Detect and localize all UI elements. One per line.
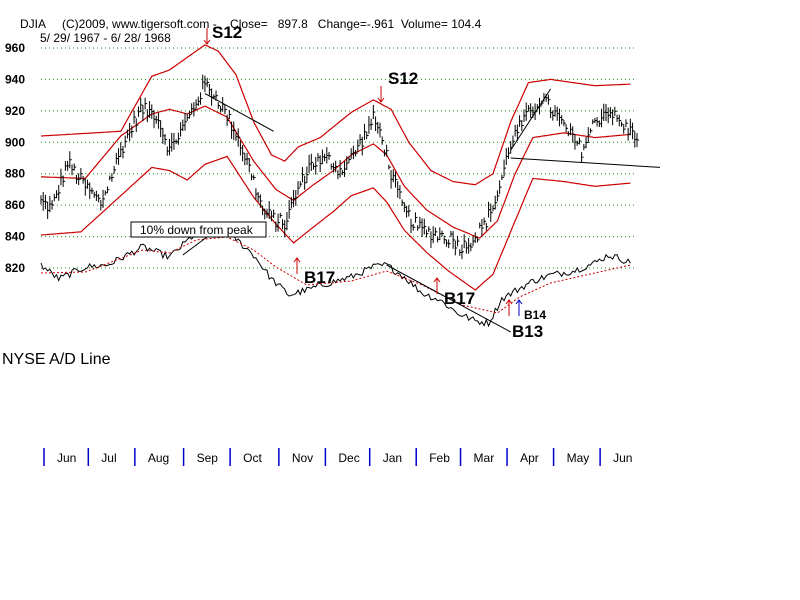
month-label-feb: Feb xyxy=(429,451,450,465)
y-tick-label-960: 960 xyxy=(5,41,25,55)
signal-arrow-head xyxy=(203,39,211,45)
ad-trend-line-down xyxy=(386,264,511,333)
chart-header-line1: DJIA (C)2009, www.tigersoft.com - Close=… xyxy=(20,17,482,31)
ad-line-label: NYSE A/D Line xyxy=(2,351,111,368)
signal-label-b14: B14 xyxy=(524,308,546,322)
price-grid xyxy=(41,47,637,269)
signal-arrow-head xyxy=(505,299,513,305)
price-bars xyxy=(40,74,639,260)
month-label-apr: Apr xyxy=(520,451,539,465)
ad-line-label-group: NYSE A/D Line xyxy=(2,351,111,368)
trend-line-support xyxy=(510,157,661,168)
month-label-jan: Jan xyxy=(383,451,402,465)
month-label-mar: Mar xyxy=(474,451,495,465)
y-tick-label-940: 940 xyxy=(5,72,25,86)
month-axis: Jun Jul Aug Sep Oct Nov Dec Jan Feb Mar Apr May Jun xyxy=(43,448,632,466)
signal-label-b13: B13 xyxy=(512,322,543,341)
month-label-dec: Dec xyxy=(338,451,359,465)
month-label-jun: Jun xyxy=(57,451,76,465)
month-label-nov: Nov xyxy=(292,451,313,465)
y-tick-label-920: 920 xyxy=(5,104,25,118)
month-label-sep: Sep xyxy=(197,451,219,465)
signal-label-b17: B17 xyxy=(304,268,335,287)
band-line-3 xyxy=(40,155,631,291)
y-tick-label-860: 860 xyxy=(5,198,25,212)
signal-label-s12: S12 xyxy=(388,69,418,88)
ad-moving-average xyxy=(40,236,631,314)
y-tick-label-840: 840 xyxy=(5,230,25,244)
signal-label-b17: B17 xyxy=(444,289,475,308)
price-y-ticks: 820 840 860 880 900 920 940 960 xyxy=(5,41,25,275)
month-label-may: May xyxy=(567,451,590,465)
signal-arrow-head xyxy=(293,257,301,263)
annotation-box-frame xyxy=(130,221,267,238)
month-label-jun: Jun xyxy=(613,451,632,465)
month-label-jul: Jul xyxy=(101,451,116,465)
annotation-box: 10% down from peak xyxy=(130,221,267,238)
trend-line-sep xyxy=(204,93,274,132)
month-label-aug: Aug xyxy=(148,451,169,465)
signal-arrow-head xyxy=(377,97,385,103)
signal-arrow-head xyxy=(433,277,441,283)
signal-label-s12: S12 xyxy=(212,23,242,42)
band-line-1 xyxy=(40,44,631,186)
signal-arrow-head xyxy=(515,299,523,305)
ad-line xyxy=(40,227,631,328)
y-tick-label-820: 820 xyxy=(5,261,25,275)
annotation-text: 10% down from peak xyxy=(140,223,254,237)
y-tick-label-900: 900 xyxy=(5,135,25,149)
chart-header-line2: 5/ 29/ 1967 - 6/ 28/ 1968 xyxy=(40,31,171,45)
y-tick-label-880: 880 xyxy=(5,167,25,181)
ad-line-panel xyxy=(40,221,631,333)
month-label-oct: Oct xyxy=(243,451,262,465)
